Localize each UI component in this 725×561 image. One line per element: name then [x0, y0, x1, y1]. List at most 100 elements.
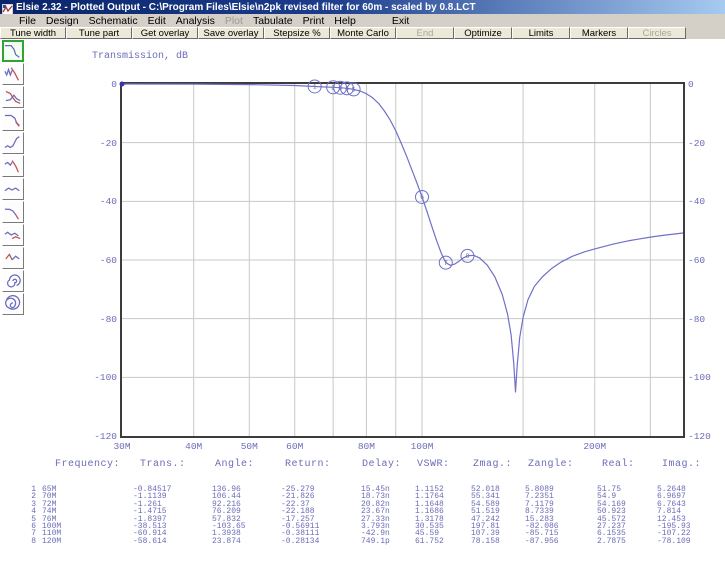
plot-type-button-impedance-angle-icon[interactable]	[2, 224, 24, 246]
x-axis-label-60M: 60M	[286, 441, 304, 452]
table-row-number: 2	[31, 492, 36, 502]
plot-type-button-smith-chart-icon[interactable]	[2, 270, 24, 292]
table-cell: -0.38111	[281, 529, 320, 539]
table-cell: 61.752	[415, 536, 444, 546]
table-cell: 51.75	[597, 485, 622, 494]
menu-item-file[interactable]: File	[19, 14, 36, 27]
impedance-angle-icon	[4, 231, 21, 240]
menu-item-print[interactable]: Print	[302, 14, 325, 27]
table-cell: 54.169	[597, 499, 626, 509]
table-cell: 1.1648	[415, 499, 444, 509]
menu-item-help[interactable]: Help	[334, 14, 356, 27]
table-cell: 23.67n	[361, 507, 390, 517]
table-row-number: 5	[31, 514, 36, 524]
plot-type-button-real-imag-icon[interactable]	[2, 247, 24, 269]
table-cell: -0.28134	[281, 536, 320, 546]
toolbar-button-get-overlay[interactable]: Get overlay	[132, 27, 198, 39]
table-cell: 92.216	[212, 499, 241, 509]
vswr-plot-icon	[4, 187, 20, 192]
plot-type-button-return-loss-icon[interactable]	[2, 86, 24, 108]
toolbar-button-limits[interactable]: Limits	[512, 27, 570, 39]
table-cell: 136.96	[212, 485, 241, 494]
transmission-curve	[121, 83, 684, 393]
menu-item-tabulate[interactable]: Tabulate	[252, 14, 293, 27]
chart-title: Transmission, dB	[92, 51, 189, 62]
reflection-phase-icon	[4, 160, 19, 173]
toolbar-button-markers[interactable]: Markers	[570, 27, 628, 39]
plot-type-button-vswr-plot-icon[interactable]	[2, 178, 24, 200]
table-cell: 54.589	[471, 499, 500, 509]
table-cell: 45.59	[415, 529, 440, 539]
menu-item-schematic[interactable]: Schematic	[88, 14, 138, 27]
marker-number-7: 7	[444, 260, 448, 267]
table-cell: 100M	[42, 522, 62, 531]
y-axis-label-left: -120	[94, 431, 117, 442]
marker-circle-7[interactable]	[438, 255, 453, 270]
table-header-frequency: Frequency:	[55, 459, 121, 470]
marker-circle-5[interactable]	[346, 82, 361, 97]
plot-type-button-impedance-magnitude-icon[interactable]	[2, 201, 24, 223]
table-cell: 23.874	[212, 536, 241, 546]
title-bar[interactable]: Elsie 2.32 - Plotted Output - C:\Program…	[0, 0, 725, 15]
table-cell: 5.8089	[525, 485, 554, 494]
table-cell: -107.22	[657, 529, 691, 539]
toolbar-button-stepsize-[interactable]: Stepsize %	[264, 27, 330, 39]
marker-circle-1[interactable]	[307, 79, 322, 94]
table-cell: 76.209	[212, 507, 241, 517]
marker-circle-2[interactable]	[326, 80, 341, 95]
marker-circle-4[interactable]	[339, 81, 354, 96]
y-axis-label-right: -120	[688, 431, 711, 442]
toolbar-button-save-overlay[interactable]: Save overlay	[198, 27, 264, 39]
table-row-number: 6	[31, 522, 36, 531]
plot-type-button-transmission-phase-icon[interactable]	[2, 63, 24, 85]
x-axis-label-200M: 200M	[583, 441, 607, 452]
table-cell: -17.257	[281, 514, 315, 524]
marker-number-1: 1	[313, 84, 317, 91]
plot-type-toolbar	[2, 40, 26, 316]
table-cell: 5.2648	[657, 485, 686, 494]
marker-circle-8[interactable]	[460, 248, 475, 263]
menu-item-analysis[interactable]: Analysis	[175, 14, 215, 27]
toolbar-button-circles: Circles	[628, 27, 686, 39]
menu-item-exit[interactable]: Exit	[391, 14, 410, 27]
table-cell: 51.519	[471, 507, 500, 517]
table-cell: 7.2351	[525, 492, 554, 502]
menu-item-edit[interactable]: Edit	[147, 14, 166, 27]
toolbar-button-tune-part[interactable]: Tune part	[66, 27, 132, 39]
plot-type-button-reflection-phase-icon[interactable]	[2, 155, 24, 177]
transmission-phase-icon	[4, 67, 19, 81]
table-cell: -1.8397	[133, 514, 167, 524]
table-cell: 47.242	[471, 514, 500, 524]
marker-circle-3[interactable]	[333, 80, 348, 95]
table-cell: 1.3938	[212, 529, 241, 539]
table-cell: 6.9697	[657, 492, 686, 502]
table-cell: 8.7339	[525, 507, 554, 517]
table-cell: 2.7875	[597, 536, 626, 546]
table-cell: 110M	[42, 529, 62, 539]
table-cell: -103.65	[212, 522, 246, 531]
marker-circle-6[interactable]	[415, 189, 430, 204]
table-cell: 65M	[42, 485, 57, 494]
y-axis-label-right: 0	[688, 79, 694, 90]
table-cell: 12.453	[657, 514, 686, 524]
table-cell: -25.279	[281, 485, 315, 494]
menu-item-design[interactable]: Design	[45, 14, 79, 27]
toolbar-button-monte-carlo[interactable]: Monte Carlo	[330, 27, 396, 39]
table-cell: -42.9n	[361, 529, 390, 539]
table-cell: 6.1535	[597, 529, 626, 539]
marker-number-5: 5	[352, 87, 356, 94]
toolbar-button-optimize[interactable]: Optimize	[454, 27, 512, 39]
table-row-number: 8	[31, 536, 36, 546]
table-cell: 52.018	[471, 485, 500, 494]
toolbar-button-tune-width[interactable]: Tune width	[0, 27, 66, 39]
plot-type-button-transmission-plot-icon[interactable]	[2, 40, 24, 62]
table-cell: 6.7643	[657, 499, 686, 509]
plot-type-button-group-delay-icon[interactable]	[2, 132, 24, 154]
table-cell: 72M	[42, 499, 57, 509]
plot-type-button-reflection-plot-icon[interactable]	[2, 109, 24, 131]
table-cell: 70M	[42, 492, 57, 502]
table-cell: 76M	[42, 514, 57, 524]
table-row-number: 3	[31, 499, 36, 509]
plot-type-button-polar-chart-icon[interactable]	[2, 293, 24, 315]
